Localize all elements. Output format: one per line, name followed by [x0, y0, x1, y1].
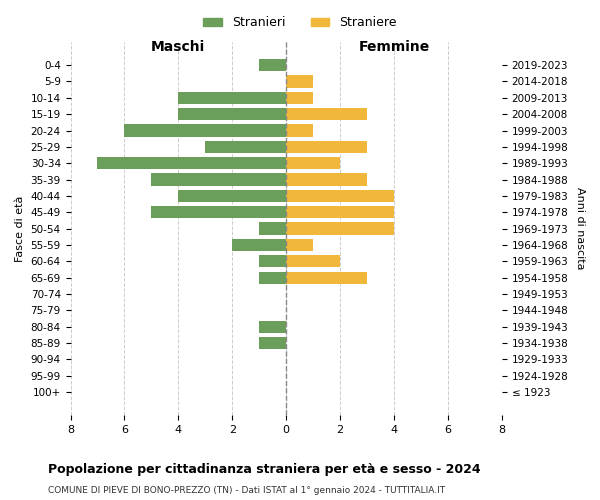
- Bar: [178, 108, 286, 120]
- Bar: [259, 59, 286, 71]
- Bar: [259, 337, 286, 349]
- Bar: [286, 108, 367, 120]
- Bar: [286, 174, 367, 186]
- Text: COMUNE DI PIEVE DI BONO-PREZZO (TN) - Dati ISTAT al 1° gennaio 2024 - TUTTITALIA: COMUNE DI PIEVE DI BONO-PREZZO (TN) - Da…: [48, 486, 445, 495]
- Bar: [232, 239, 286, 251]
- Bar: [178, 92, 286, 104]
- Bar: [124, 124, 286, 136]
- Bar: [178, 190, 286, 202]
- Bar: [286, 92, 313, 104]
- Bar: [259, 255, 286, 268]
- Legend: Stranieri, Straniere: Stranieri, Straniere: [198, 11, 402, 34]
- Bar: [286, 157, 340, 170]
- Bar: [205, 140, 286, 153]
- Bar: [286, 272, 367, 284]
- Bar: [286, 140, 367, 153]
- Bar: [151, 174, 286, 186]
- Bar: [286, 124, 313, 136]
- Text: Femmine: Femmine: [358, 40, 430, 54]
- Bar: [286, 222, 394, 235]
- Bar: [286, 255, 340, 268]
- Bar: [151, 206, 286, 218]
- Bar: [286, 239, 313, 251]
- Bar: [286, 206, 394, 218]
- Bar: [97, 157, 286, 170]
- Y-axis label: Anni di nascita: Anni di nascita: [575, 188, 585, 270]
- Bar: [259, 320, 286, 333]
- Text: Maschi: Maschi: [151, 40, 205, 54]
- Bar: [286, 76, 313, 88]
- Y-axis label: Fasce di età: Fasce di età: [15, 196, 25, 262]
- Bar: [286, 190, 394, 202]
- Text: Popolazione per cittadinanza straniera per età e sesso - 2024: Popolazione per cittadinanza straniera p…: [48, 462, 481, 475]
- Bar: [259, 222, 286, 235]
- Bar: [259, 272, 286, 284]
